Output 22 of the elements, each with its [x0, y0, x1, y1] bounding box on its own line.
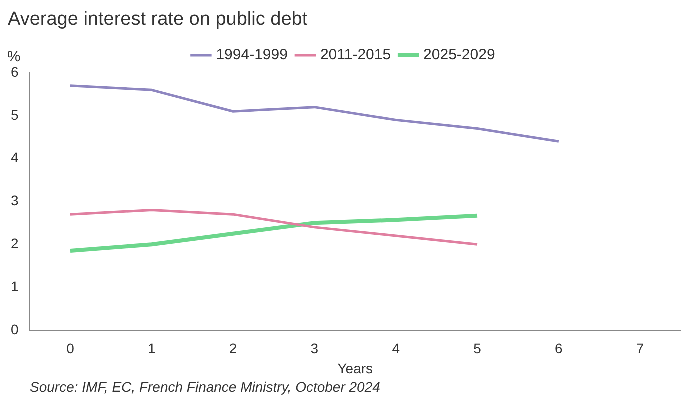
- y-tick-label: 0: [10, 321, 19, 338]
- y-tick-label: 3: [10, 192, 19, 209]
- chart-title: Average interest rate on public debt: [8, 8, 309, 32]
- legend-label: 2011-2015: [320, 46, 392, 64]
- y-axis-title: %: [7, 48, 21, 66]
- x-tick-label: 7: [636, 340, 644, 357]
- x-tick-label: 4: [392, 340, 400, 357]
- x-axis-title: Years: [338, 360, 374, 376]
- x-tick-label: 6: [555, 340, 563, 357]
- x-tick-label: 5: [474, 340, 482, 357]
- y-tick-label: 4: [10, 150, 19, 166]
- y-tick-label: 6: [10, 64, 19, 80]
- x-tick-label: 1: [148, 340, 156, 357]
- x-tick-label: 0: [66, 340, 75, 357]
- x-tick-label: 2: [229, 340, 238, 357]
- legend-label: 2025-2029: [424, 46, 496, 64]
- source-note: Source: IMF, EC, French Finance Ministry, October 2024: [29, 378, 382, 396]
- y-tick-label: 1: [10, 278, 19, 294]
- x-tick-label: 3: [310, 340, 319, 357]
- legend-label: 1994-1999: [216, 46, 288, 64]
- y-tick-label: 2: [10, 235, 19, 252]
- y-tick-label: 5: [10, 106, 19, 123]
